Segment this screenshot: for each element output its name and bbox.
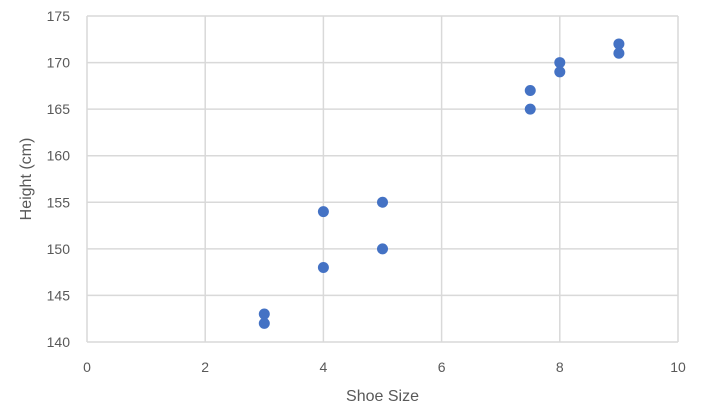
data-point bbox=[377, 243, 388, 255]
y-tick-labels: 140 145 150 155 160 165 170 175 bbox=[47, 8, 71, 350]
data-point bbox=[377, 196, 388, 208]
data-point bbox=[613, 47, 625, 59]
y-tick-label: 175 bbox=[47, 8, 71, 24]
x-tick-label: 8 bbox=[556, 359, 564, 375]
data-point bbox=[317, 261, 329, 273]
y-tick-label: 160 bbox=[47, 148, 71, 164]
data-point bbox=[524, 85, 536, 97]
data-point bbox=[317, 206, 329, 218]
y-tick-label: 145 bbox=[47, 287, 71, 303]
data-points bbox=[258, 38, 625, 329]
data-point bbox=[613, 38, 625, 50]
gridlines bbox=[86, 15, 679, 343]
y-tick-label: 165 bbox=[47, 101, 71, 117]
data-point bbox=[258, 317, 270, 329]
y-tick-label: 140 bbox=[47, 334, 71, 350]
x-tick-label: 4 bbox=[320, 359, 328, 375]
y-tick-label: 150 bbox=[47, 241, 71, 257]
data-point bbox=[258, 308, 270, 320]
x-tick-label: 10 bbox=[670, 359, 686, 375]
x-tick-label: 6 bbox=[438, 359, 446, 375]
data-point bbox=[554, 66, 566, 78]
x-tick-label: 0 bbox=[83, 359, 91, 375]
y-tick-label: 155 bbox=[47, 194, 71, 210]
data-point bbox=[554, 57, 566, 69]
x-tick-labels: 0 2 4 6 8 10 bbox=[83, 359, 686, 375]
data-point bbox=[524, 103, 536, 115]
x-axis-title: Shoe Size bbox=[346, 388, 419, 405]
y-tick-label: 170 bbox=[47, 55, 71, 71]
y-axis-title: Height (cm) bbox=[18, 138, 35, 221]
x-tick-label: 2 bbox=[201, 359, 209, 375]
